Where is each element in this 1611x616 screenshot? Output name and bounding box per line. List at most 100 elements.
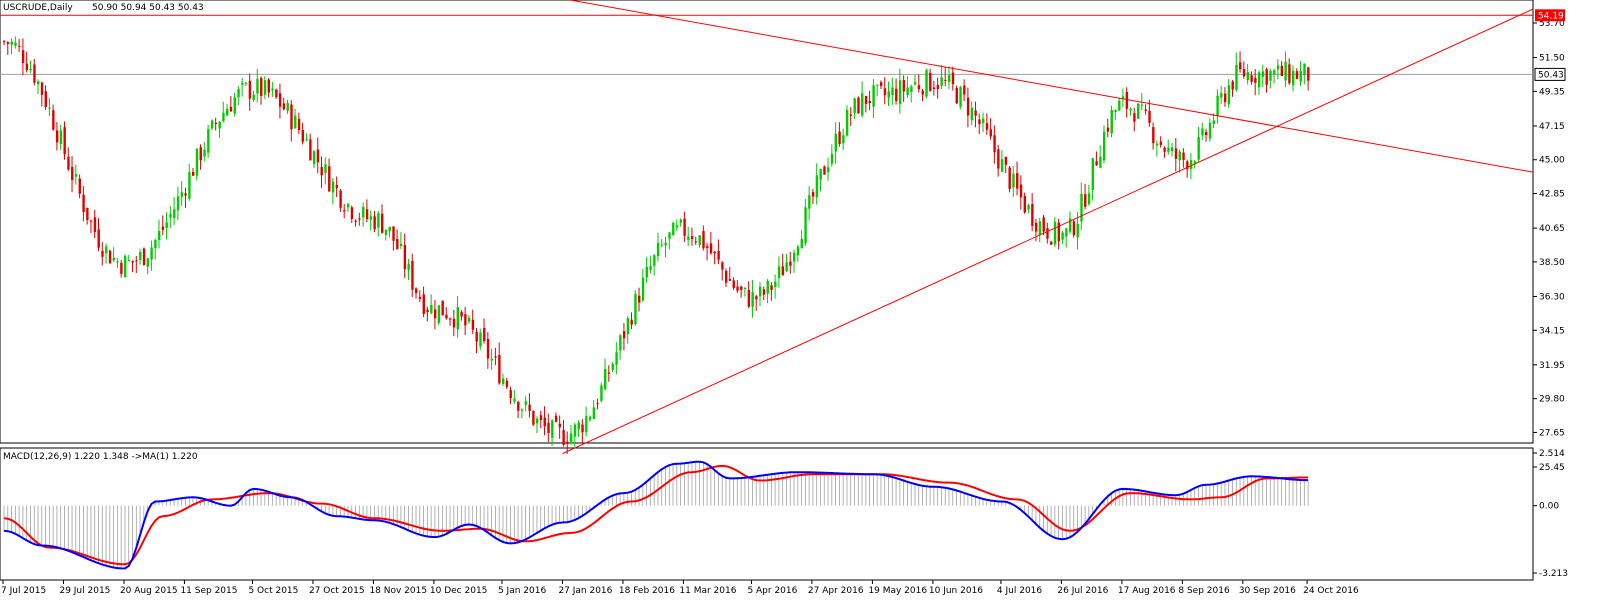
candle-body xyxy=(1110,109,1113,134)
candle-body xyxy=(570,433,573,444)
price-panel xyxy=(0,0,1534,444)
candle-body xyxy=(52,110,55,130)
time-tick-label: 5 Jan 2016 xyxy=(498,586,546,596)
candle-body xyxy=(581,424,584,433)
candle-body xyxy=(898,80,902,105)
candle-body xyxy=(857,97,860,114)
candle-body xyxy=(343,210,346,212)
candle-body xyxy=(471,319,475,330)
candle-body xyxy=(430,304,433,314)
candle-body xyxy=(554,415,558,422)
candle-body xyxy=(422,294,425,314)
time-tick-label: 17 Aug 2016 xyxy=(1118,586,1176,596)
time-tick-label: 29 Jul 2015 xyxy=(59,586,110,596)
price-tick-label: 29.80 xyxy=(1539,395,1565,405)
price-tick-label: 53.70 xyxy=(1539,19,1565,29)
candle-body xyxy=(539,415,543,421)
candle-body xyxy=(1144,109,1147,111)
candle-body xyxy=(879,82,883,86)
candle-body xyxy=(1273,70,1276,75)
candle-body xyxy=(275,89,278,98)
price-tick-label: 45.00 xyxy=(1539,156,1565,166)
candle-body xyxy=(1269,70,1272,81)
macd-main-line xyxy=(3,460,1309,570)
candle-body xyxy=(6,42,10,44)
candle-body xyxy=(789,261,792,266)
candle-body xyxy=(1291,70,1295,86)
candle-body xyxy=(690,236,694,240)
candle-body xyxy=(373,216,376,230)
candle-body xyxy=(698,235,701,246)
candle-body xyxy=(921,90,924,95)
candle-body xyxy=(203,149,206,157)
candle-body xyxy=(1257,72,1261,88)
price-tick-label: 25.45 xyxy=(1539,463,1565,473)
candle-body xyxy=(1057,222,1061,242)
candle-body xyxy=(1208,122,1212,139)
candle-body xyxy=(1223,93,1227,103)
candle-body xyxy=(1186,161,1189,170)
candle-body xyxy=(486,339,490,359)
candle-body xyxy=(101,251,104,257)
candle-body xyxy=(800,238,803,249)
price-tick-label: 42.85 xyxy=(1539,190,1565,200)
candle-body xyxy=(740,286,743,290)
candle-body xyxy=(895,88,898,102)
candle-body xyxy=(3,41,6,43)
candle-body xyxy=(437,305,441,323)
candle-body xyxy=(1265,69,1268,85)
candle-body xyxy=(978,119,981,125)
resistance-price-label-box xyxy=(1535,9,1565,22)
candle-body xyxy=(641,277,645,301)
candle-body xyxy=(1250,75,1253,82)
candle-body xyxy=(479,332,482,347)
support-trendline xyxy=(562,8,1534,455)
candle-body xyxy=(796,246,800,256)
candle-body xyxy=(157,230,161,241)
macd-tick-label: 0.00 xyxy=(1539,502,1559,512)
candle-body xyxy=(362,206,365,218)
candle-body xyxy=(985,123,989,130)
candle-body xyxy=(566,441,569,444)
candle-body xyxy=(811,192,815,197)
candle-body xyxy=(214,122,218,125)
candle-body xyxy=(517,401,520,411)
candle-body xyxy=(475,332,478,342)
candlestick-series xyxy=(3,36,1310,454)
macd-label: MACD(12,26,9) 1.220 1.348 ->MA(1) 1.220 xyxy=(3,452,198,462)
candle-body xyxy=(872,85,875,107)
candle-body xyxy=(452,318,456,328)
candle-body xyxy=(713,251,717,254)
candle-body xyxy=(656,242,660,257)
candle-body xyxy=(290,104,293,130)
candle-body xyxy=(226,109,229,116)
candle-body xyxy=(910,86,913,93)
candle-body xyxy=(774,281,777,287)
candle-body xyxy=(611,364,614,370)
candle-body xyxy=(154,239,157,249)
time-tick-label: 7 Jul 2015 xyxy=(1,586,46,596)
candle-body xyxy=(1303,63,1306,76)
candle-body xyxy=(827,167,830,173)
candle-body xyxy=(82,194,85,213)
candle-body xyxy=(309,139,312,161)
time-tick-label: 11 Sep 2015 xyxy=(180,586,237,596)
time-tick-label: 18 Nov 2015 xyxy=(369,586,427,596)
candle-body xyxy=(785,262,788,272)
candle-body xyxy=(426,309,429,313)
candle-body xyxy=(418,296,422,299)
candle-body xyxy=(1163,147,1166,152)
time-tick-label: 10 Dec 2015 xyxy=(430,586,488,596)
candle-body xyxy=(33,64,36,83)
candle-body xyxy=(1197,136,1200,160)
candle-body xyxy=(433,309,437,319)
price-tick-label: 34.15 xyxy=(1539,326,1565,336)
time-tick-label: 20 Aug 2015 xyxy=(120,586,178,596)
candle-body xyxy=(222,112,225,122)
candle-body xyxy=(1065,228,1068,237)
candle-body xyxy=(139,252,142,261)
candle-body xyxy=(1004,156,1008,165)
candle-body xyxy=(244,82,248,84)
candle-body xyxy=(1201,128,1204,136)
candle-body xyxy=(415,288,418,294)
